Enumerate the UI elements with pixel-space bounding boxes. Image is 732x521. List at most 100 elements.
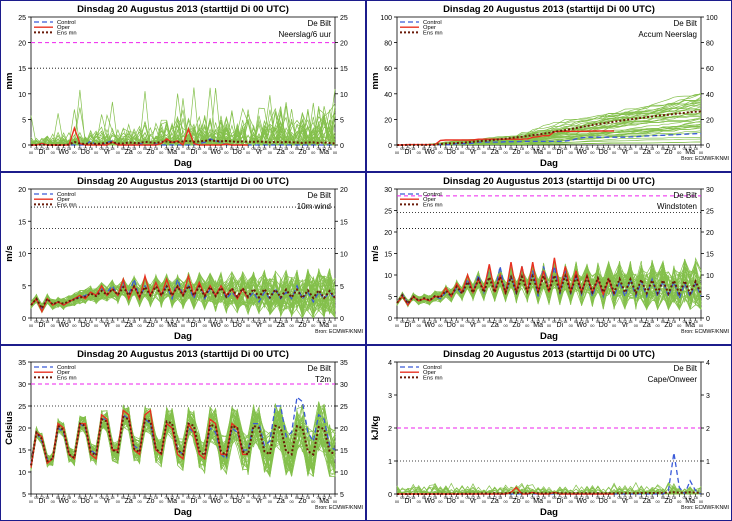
y-tick-label: 15 [18, 66, 26, 73]
y-tick-label: 35 [340, 360, 348, 367]
x-hour-label: 06 [574, 496, 578, 500]
y-tick-label: 0 [388, 143, 392, 150]
x-hour-label: 06 [78, 147, 82, 151]
x-hour-label: 18 [672, 147, 676, 151]
legend-label: Control [423, 192, 442, 198]
x-hour-label: 00 [438, 500, 442, 504]
x-hour-label: 12 [148, 320, 152, 324]
panel-title: Cape/Onweer [648, 375, 698, 384]
x-hour-label: 12 [427, 147, 431, 151]
x-day-label: Di [39, 149, 46, 156]
x-hour-label: 00 [72, 151, 76, 155]
x-hour-label: 00 [482, 324, 486, 328]
chart-svg: Dinsdag 20 Augustus 2013 (starttijd Di 0… [4, 4, 348, 169]
x-hour-label: 18 [197, 147, 201, 151]
x-hour-label: 18 [628, 496, 632, 500]
x-hour-label: 06 [295, 147, 299, 151]
x-hour-label: 00 [634, 324, 638, 328]
y-tick-label: 20 [18, 41, 26, 48]
x-hour-label: 18 [284, 320, 288, 324]
x-hour-label: 06 [617, 147, 621, 151]
x-axis-label: Dag [174, 507, 192, 518]
x-hour-label: 12 [322, 147, 326, 151]
x-hour-label: 06 [531, 320, 535, 324]
x-hour-label: 18 [327, 320, 331, 324]
x-hour-label: 12 [666, 496, 670, 500]
x-hour-label: 00 [94, 500, 98, 504]
x-hour-label: 06 [596, 320, 600, 324]
panel-title: Neerslag/6 uur [279, 30, 332, 39]
x-hour-label: 12 [406, 147, 410, 151]
y-tick-label: 5 [340, 117, 344, 124]
x-day-label: Di [405, 322, 412, 329]
y-tick-label: 30 [706, 187, 714, 194]
panel-title: T2m [315, 375, 331, 384]
x-hour-label: 12 [257, 320, 261, 324]
x-day-label: Zo [298, 498, 306, 505]
x-day-label: Wo [576, 498, 586, 505]
x-hour-label: 00 [460, 324, 464, 328]
x-hour-label: 12 [300, 147, 304, 151]
panel-header: Dinsdag 20 Augustus 2013 (starttijd Di 0… [443, 349, 655, 360]
x-hour-label: 12 [536, 147, 540, 151]
y-tick-label: 30 [384, 187, 392, 194]
x-axis-label: Dag [540, 158, 558, 169]
x-hour-label: 12 [427, 320, 431, 324]
x-hour-label: 00 [51, 324, 55, 328]
x-hour-label: 12 [192, 496, 196, 500]
y-tick-label: 100 [380, 15, 392, 22]
x-hour-label: 18 [520, 147, 524, 151]
x-hour-label: 00 [395, 324, 399, 328]
x-hour-label: 00 [29, 324, 33, 328]
x-hour-label: 06 [465, 147, 469, 151]
panel-header: Dinsdag 20 Augustus 2013 (starttijd Di 0… [443, 176, 655, 187]
x-day-label: Do [599, 149, 608, 156]
ensemble-member-line [30, 116, 336, 146]
x-hour-label: 18 [241, 147, 245, 151]
x-day-label: Wo [424, 322, 434, 329]
x-hour-label: 06 [400, 496, 404, 500]
x-hour-label: 12 [514, 320, 518, 324]
y-tick-label: 2 [706, 426, 710, 433]
y-tick-label: 5 [340, 492, 344, 499]
x-day-label: Vr [622, 322, 629, 329]
x-hour-label: 00 [547, 500, 551, 504]
x-day-label: Za [491, 149, 499, 156]
x-day-label: Ma [685, 322, 695, 329]
y-tick-label: 15 [340, 66, 348, 73]
x-hour-label: 12 [322, 496, 326, 500]
y-tick-label: 0 [388, 316, 392, 323]
source-label: Bron: ECMWF/KNMI [315, 329, 363, 335]
x-hour-label: 06 [208, 320, 212, 324]
x-day-label: Vr [104, 149, 111, 156]
x-hour-label: 12 [192, 147, 196, 151]
x-hour-label: 18 [520, 320, 524, 324]
x-hour-label: 18 [693, 496, 697, 500]
x-hour-label: 18 [284, 496, 288, 500]
x-hour-label: 12 [623, 496, 627, 500]
x-hour-label: 18 [241, 320, 245, 324]
x-hour-label: 06 [230, 320, 234, 324]
x-day-label: Di [191, 498, 198, 505]
x-hour-label: 00 [311, 324, 315, 328]
x-hour-label: 00 [181, 500, 185, 504]
x-hour-label: 00 [268, 500, 272, 504]
x-hour-label: 00 [246, 151, 250, 155]
ens-mean-line [30, 415, 336, 466]
x-hour-label: 12 [471, 320, 475, 324]
x-hour-label: 18 [650, 147, 654, 151]
x-hour-label: 18 [498, 147, 502, 151]
x-hour-label: 18 [154, 147, 158, 151]
x-hour-label: 12 [471, 147, 475, 151]
x-hour-label: 12 [688, 320, 692, 324]
x-hour-label: 06 [444, 320, 448, 324]
x-hour-label: 06 [683, 320, 687, 324]
x-day-label: Vr [256, 322, 263, 329]
x-day-label: Vr [622, 498, 629, 505]
y-tick-label: 4 [706, 360, 710, 367]
x-hour-label: 06 [34, 320, 38, 324]
x-hour-label: 12 [623, 320, 627, 324]
x-hour-label: 18 [327, 496, 331, 500]
x-hour-label: 00 [612, 500, 616, 504]
x-hour-label: 12 [213, 147, 217, 151]
